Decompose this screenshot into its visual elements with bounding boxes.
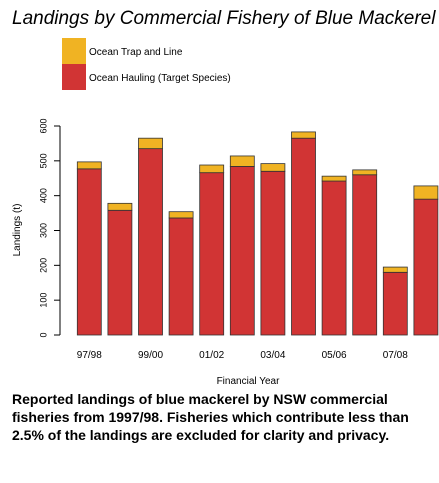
x-axis: 97/98 99/00 01/02 03/04 05/06 07/08 (77, 350, 408, 361)
y-tick-label: 600 (38, 118, 48, 133)
bar-ocean-hauling (260, 170, 286, 336)
x-tick-label: 99/00 (138, 350, 163, 361)
x-tick-label: 07/08 (383, 350, 408, 361)
legend-label-ocean-hauling: Ocean Hauling (Target Species) (89, 73, 231, 84)
bar-ocean-hauling (382, 271, 408, 336)
bar-ocean-hauling (138, 148, 163, 336)
bar-ocean-trap-and-line (260, 163, 286, 172)
y-tick-label: 200 (38, 258, 48, 273)
bar-ocean-hauling (291, 137, 316, 336)
bar-ocean-trap-and-line (291, 131, 316, 139)
x-tick-label: 03/04 (260, 350, 285, 361)
x-tick-label: 97/98 (77, 350, 102, 361)
legend-label-ocean-trap-and-line: Ocean Trap and Line (89, 47, 183, 58)
bar-ocean-trap-and-line (199, 164, 225, 174)
y-tick-label: 400 (38, 188, 48, 203)
bar-ocean-hauling (168, 217, 194, 336)
figure-caption: Reported landings of blue mackerel by NS… (12, 391, 409, 443)
chart-title: Landings by Commercial Fishery of Blue M… (12, 8, 436, 29)
x-tick-label: 01/02 (199, 350, 224, 361)
bar-ocean-trap-and-line (168, 211, 194, 219)
x-axis-label: Financial Year (217, 376, 280, 387)
bar-ocean-hauling (352, 174, 378, 336)
bar-ocean-hauling (76, 168, 102, 336)
y-tick-label: 500 (38, 153, 48, 168)
x-tick-label: 05/06 (322, 350, 347, 361)
bar-ocean-trap-and-line (321, 175, 347, 182)
y-tick-label: 0 (38, 332, 48, 337)
bar-ocean-hauling (107, 209, 133, 336)
bar-ocean-trap-and-line (352, 169, 378, 176)
bar-ocean-trap-and-line (382, 266, 408, 273)
bar-ocean-trap-and-line (76, 161, 102, 170)
bar-ocean-trap-and-line (138, 137, 163, 150)
y-tick-label: 300 (38, 223, 48, 238)
y-tick-label: 100 (38, 293, 48, 308)
bar-ocean-trap-and-line (107, 202, 133, 211)
stacked-bar-chart: Ocean Trap and Line Ocean Hauling (Targe… (12, 38, 439, 387)
bar-ocean-hauling (229, 166, 255, 336)
legend-swatch-ocean-hauling (62, 64, 86, 90)
bar-ocean-hauling (413, 198, 439, 336)
y-axis: 0 100 200 300 400 500 600 (38, 118, 61, 338)
bar-ocean-hauling (199, 172, 225, 336)
y-axis-label: Landings (t) (12, 204, 23, 257)
bar-ocean-hauling (321, 180, 347, 336)
legend-swatch-ocean-trap-and-line (62, 38, 86, 64)
bar-ocean-trap-and-line (229, 155, 255, 167)
bar-ocean-trap-and-line (413, 185, 439, 200)
legend: Ocean Trap and Line Ocean Hauling (Targe… (62, 38, 231, 90)
bars (76, 131, 439, 336)
